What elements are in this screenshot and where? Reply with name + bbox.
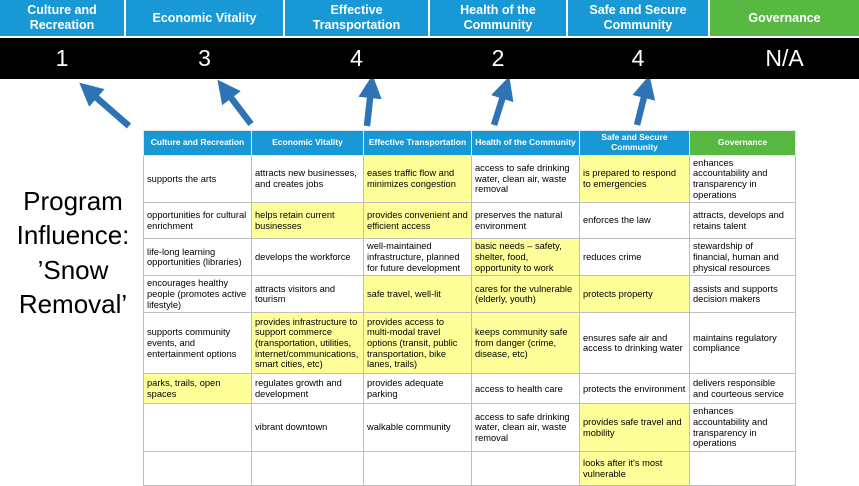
matrix-row-3: life-long learning opportunities (librar… [143,238,796,277]
arrow-economic-vitality [217,79,254,126]
score-value: 1 [55,45,69,71]
matrix-header-health-of-the-community: Health of the Community [471,130,580,156]
score-value: N/A [765,45,804,71]
summary-score-economic-vitality: 3 [126,45,283,72]
matrix-row-8: looks after it's most vulnerable [143,451,796,486]
matrix-cell: attracts, develops and retains talent [689,202,796,240]
matrix-cell: develops the workforce [251,238,364,277]
summary-header-row: Culture and Recreation Economic Vitality E… [0,0,859,36]
matrix-row-7: vibrant downtown walkable community access… [143,403,796,453]
matrix-cell [143,403,252,453]
matrix-cell: stewardship of financial, human and phys… [689,238,796,277]
matrix-cell: preserves the natural environment [471,202,580,240]
summary-score-effective-transportation: 4 [285,45,428,72]
matrix-cell: enforces the law [579,202,690,240]
matrix-cell: life-long learning opportunities (librar… [143,238,252,277]
matrix-cell: reduces crime [579,238,690,277]
matrix-cell: enhances accountability and transparency… [689,403,796,453]
matrix-cell: access to safe drinking water, clean air… [471,154,580,204]
summary-header-label: Culture and Recreation [27,3,97,32]
matrix-cell: eases traffic flow and minimizes congest… [363,154,472,204]
matrix-cell [251,451,364,486]
summary-header-safe-and-secure-community: Safe and Secure Community [568,0,708,36]
matrix-cell: vibrant downtown [251,403,364,453]
matrix-cell: ensures safe air and access to drinking … [579,312,690,375]
matrix-row-2: opportunities for cultural enrichment hel… [143,202,796,240]
matrix-cell: looks after it's most vulnerable [579,451,690,486]
summary-header-culture-and-recreation: Culture and Recreation [0,0,124,36]
matrix-header-safe-and-secure-community: Safe and Secure Community [579,130,690,156]
matrix-cell [363,451,472,486]
arrow-culture-and-recreation [79,82,132,129]
matrix-cell: delivers responsible and courteous servi… [689,373,796,405]
matrix-cell: access to safe drinking water, clean air… [471,403,580,453]
summary-header-label: Economic Vitality [152,10,257,25]
matrix-cell: parks, trails, open spaces [143,373,252,405]
influence-matrix: Culture and Recreation Economic Vitality E… [143,130,796,486]
matrix-header-row: Culture and Recreation Economic Vitality E… [143,130,796,156]
matrix-cell [689,451,796,486]
matrix-header-economic-vitality: Economic Vitality [251,130,364,156]
matrix-cell: provides safe travel and mobility [579,403,690,453]
matrix-header-culture-and-recreation: Culture and Recreation [143,130,252,156]
matrix-header-effective-transportation: Effective Transportation [363,130,472,156]
matrix-cell: cares for the vulnerable (elderly, youth… [471,275,580,314]
matrix-cell [471,451,580,486]
summary-score-governance: N/A [710,45,859,72]
matrix-cell: supports the arts [143,154,252,204]
summary-score-health-of-the-community: 2 [430,45,566,72]
score-value: 4 [350,45,363,71]
summary-score-culture-and-recreation: 1 [0,45,124,72]
matrix-cell: protects the environment [579,373,690,405]
matrix-row-1: supports the arts attracts new businesses… [143,154,796,204]
score-value: 3 [198,45,211,71]
summary-header-label: Effective Transportation [312,3,401,32]
matrix-cell: helps retain current businesses [251,202,364,240]
matrix-cell: attracts visitors and tourism [251,275,364,314]
matrix-cell: encourages healthy people (promotes acti… [143,275,252,314]
matrix-cell: provides infrastructure to support comme… [251,312,364,375]
matrix-header-governance: Governance [689,130,796,156]
summary-header-label: Health of the Community [460,3,536,32]
matrix-cell [143,451,252,486]
matrix-cell: assists and supports decision makers [689,275,796,314]
summary-header-effective-transportation: Effective Transportation [285,0,428,36]
summary-score-row: 1 3 4 2 4 N/A [0,38,859,79]
matrix-cell: basic needs – safety, shelter, food, opp… [471,238,580,277]
score-value: 2 [491,45,505,71]
matrix-cell: regulates growth and development [251,373,364,405]
matrix-cell: supports community events, and entertain… [143,312,252,375]
summary-header-governance: Governance [710,0,859,36]
influence-arrows [79,79,656,129]
matrix-cell: enhances accountability and transparency… [689,154,796,204]
program-title: Program Influence: ’Snow Removal’ [16,186,130,319]
arrow-safe-and-secure-community [632,79,656,126]
summary-header-health-of-the-community: Health of the Community [430,0,566,36]
summary-header-economic-vitality: Economic Vitality [126,0,283,36]
matrix-cell: opportunities for cultural enrichment [143,202,252,240]
matrix-cell: maintains regulatory compliance [689,312,796,375]
matrix-cell: provides adequate parking [363,373,472,405]
matrix-row-5: supports community events, and entertain… [143,312,796,375]
matrix-cell: access to health care [471,373,580,405]
matrix-cell: well-maintained infrastructure, planned … [363,238,472,277]
summary-header-label: Governance [748,10,821,25]
summary-header-label: Safe and Secure Community [589,3,687,32]
matrix-cell: protects property [579,275,690,314]
matrix-row-4: encourages healthy people (promotes acti… [143,275,796,314]
matrix-cell: provides convenient and efficient access [363,202,472,240]
matrix-cell: provides access to multi-modal travel op… [363,312,472,375]
matrix-row-6: parks, trails, open spaces regulates grow… [143,373,796,405]
arrow-health-of-the-community [490,79,514,126]
matrix-cell: walkable community [363,403,472,453]
matrix-cell: attracts new businesses, and creates job… [251,154,364,204]
matrix-cell: keeps community safe from danger (crime,… [471,312,580,375]
arrow-effective-transportation [358,79,382,127]
matrix-cell: is prepared to respond to emergencies [579,154,690,204]
matrix-cell: safe travel, well-lit [363,275,472,314]
score-value: 4 [631,45,645,71]
summary-score-safe-and-secure-community: 4 [568,45,708,72]
